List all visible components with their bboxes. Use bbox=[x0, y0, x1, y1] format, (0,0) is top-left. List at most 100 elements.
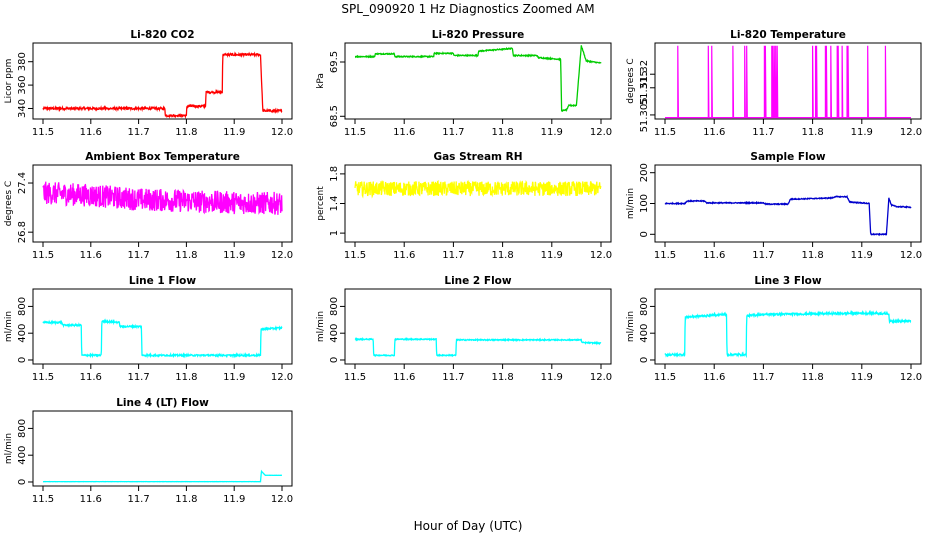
data-series-line bbox=[354, 336, 602, 358]
plot-frame bbox=[654, 288, 922, 365]
x-tick-label: 11.5 bbox=[32, 250, 54, 261]
x-tick-label: 12.0 bbox=[271, 127, 293, 138]
panel-y-axis-label: degrees C bbox=[4, 181, 14, 226]
x-tick-label: 11.8 bbox=[491, 127, 513, 138]
panel-y-axis-label: ml/min bbox=[4, 433, 14, 464]
y-tick-label: 69.5 bbox=[329, 51, 340, 73]
panel-title: Line 1 Flow bbox=[129, 275, 196, 287]
data-series-line bbox=[354, 179, 602, 199]
plot-frame bbox=[344, 42, 612, 120]
x-tick-label: 11.9 bbox=[541, 127, 563, 138]
y-tick-label: 400 bbox=[17, 324, 28, 343]
x-tick-label: 11.9 bbox=[223, 372, 245, 383]
x-tick-label: 11.6 bbox=[393, 372, 415, 383]
panel-title: Line 3 Flow bbox=[754, 275, 821, 287]
x-tick-label: 11.9 bbox=[851, 372, 873, 383]
panel-title: Ambient Box Temperature bbox=[85, 151, 240, 163]
x-tick-label: 11.8 bbox=[175, 494, 197, 505]
y-tick-label: 0 bbox=[329, 357, 340, 363]
data-series-line bbox=[42, 181, 283, 215]
y-tick-label: 340 bbox=[17, 99, 28, 118]
x-tick-label: 11.8 bbox=[175, 250, 197, 261]
y-tick-label: 51.305 bbox=[639, 97, 650, 132]
x-tick-label: 11.6 bbox=[80, 494, 102, 505]
x-tick-label: 11.7 bbox=[752, 127, 774, 138]
y-tick-label: 400 bbox=[17, 446, 28, 465]
x-tick-label: 12.0 bbox=[590, 372, 612, 383]
y-tick-label: 26.8 bbox=[17, 221, 28, 243]
x-tick-label: 12.0 bbox=[271, 494, 293, 505]
figure-x-axis-label: Hour of Day (UTC) bbox=[414, 519, 523, 533]
data-series-line bbox=[42, 318, 283, 359]
y-tick-label: 100 bbox=[639, 194, 650, 213]
panel-y-axis-label: percent bbox=[316, 186, 326, 221]
y-tick-label: 1.8 bbox=[329, 166, 340, 182]
data-series-line bbox=[42, 51, 283, 119]
y-tick-label: 800 bbox=[329, 297, 340, 316]
x-tick-label: 11.5 bbox=[32, 372, 54, 383]
panel-y-axis-label: ml/min bbox=[4, 311, 14, 342]
x-tick-label: 11.9 bbox=[541, 372, 563, 383]
y-tick-label: 0 bbox=[17, 357, 28, 363]
x-tick-label: 11.8 bbox=[801, 127, 823, 138]
x-tick-label: 11.9 bbox=[223, 250, 245, 261]
y-tick-label: 360 bbox=[17, 76, 28, 95]
plot-frame bbox=[32, 42, 293, 120]
panel-y-axis-label: ml/min bbox=[626, 188, 636, 219]
data-series-line bbox=[354, 45, 602, 113]
y-tick-label: 200 bbox=[639, 163, 650, 182]
panel-7: Line 1 Flow ml/min 11.5 11.6 11.7 11.8 11.9 12.… bbox=[4, 275, 293, 383]
x-tick-label: 11.6 bbox=[393, 127, 415, 138]
plot-frame bbox=[32, 288, 293, 365]
plot-frame bbox=[344, 164, 612, 243]
panel-6: Sample Flow ml/min 11.5 11.6 11.7 11.8 11.9 12.… bbox=[626, 151, 922, 261]
plot-frame bbox=[32, 410, 293, 487]
x-tick-label: 11.8 bbox=[491, 372, 513, 383]
panel-title: Sample Flow bbox=[750, 151, 825, 163]
x-tick-label: 11.5 bbox=[344, 250, 366, 261]
plot-frame bbox=[654, 42, 922, 120]
panel-title: Li-820 CO2 bbox=[130, 29, 194, 41]
x-tick-label: 11.6 bbox=[703, 127, 725, 138]
y-tick-label: 27.4 bbox=[17, 172, 28, 194]
panel-y-axis-label: kPa bbox=[316, 73, 326, 89]
x-tick-label: 11.6 bbox=[703, 250, 725, 261]
panel-title: Li-820 Temperature bbox=[730, 29, 846, 41]
x-tick-label: 12.0 bbox=[271, 372, 293, 383]
data-series-line bbox=[664, 309, 912, 359]
x-tick-label: 12.0 bbox=[590, 250, 612, 261]
figure-title: SPL_090920 1 Hz Diagnostics Zoomed AM bbox=[341, 2, 594, 16]
x-tick-label: 11.5 bbox=[654, 372, 676, 383]
x-tick-label: 11.7 bbox=[127, 127, 149, 138]
x-tick-label: 11.7 bbox=[127, 494, 149, 505]
y-tick-label: 800 bbox=[639, 297, 650, 316]
panel-8: Line 2 Flow ml/min 11.5 11.6 11.7 11.8 11.9 12.… bbox=[316, 275, 612, 383]
x-tick-label: 11.5 bbox=[32, 494, 54, 505]
panel-10: Line 4 (LT) Flow ml/min 11.5 11.6 11.7 11.8 11… bbox=[4, 397, 293, 505]
x-tick-label: 11.7 bbox=[127, 250, 149, 261]
panel-3: Li-820 Temperature degrees C 11.5 11.6 11.7 1… bbox=[626, 29, 922, 138]
x-tick-label: 11.8 bbox=[491, 250, 513, 261]
x-tick-label: 11.8 bbox=[175, 372, 197, 383]
x-tick-label: 11.6 bbox=[703, 372, 725, 383]
y-tick-label: 51.32 bbox=[639, 60, 650, 89]
x-tick-label: 11.7 bbox=[442, 127, 464, 138]
y-tick-label: 0 bbox=[639, 231, 650, 237]
x-tick-label: 11.9 bbox=[851, 250, 873, 261]
data-series-line bbox=[42, 469, 283, 483]
x-tick-label: 12.0 bbox=[900, 250, 922, 261]
panel-1: Li-820 CO2 Licor ppm 11.5 11.6 11.7 11.8 11.9 1… bbox=[4, 29, 293, 138]
x-tick-label: 11.5 bbox=[654, 250, 676, 261]
y-tick-label: 51.315 bbox=[639, 70, 650, 105]
panel-y-axis-label: degrees C bbox=[626, 58, 636, 103]
y-tick-label: 800 bbox=[17, 297, 28, 316]
panel-title: Line 4 (LT) Flow bbox=[116, 397, 209, 409]
x-tick-label: 11.9 bbox=[223, 127, 245, 138]
x-tick-label: 11.6 bbox=[393, 250, 415, 261]
x-tick-label: 12.0 bbox=[590, 127, 612, 138]
x-tick-label: 11.8 bbox=[801, 250, 823, 261]
x-tick-label: 12.0 bbox=[900, 372, 922, 383]
y-tick-label: 1 bbox=[329, 230, 340, 236]
